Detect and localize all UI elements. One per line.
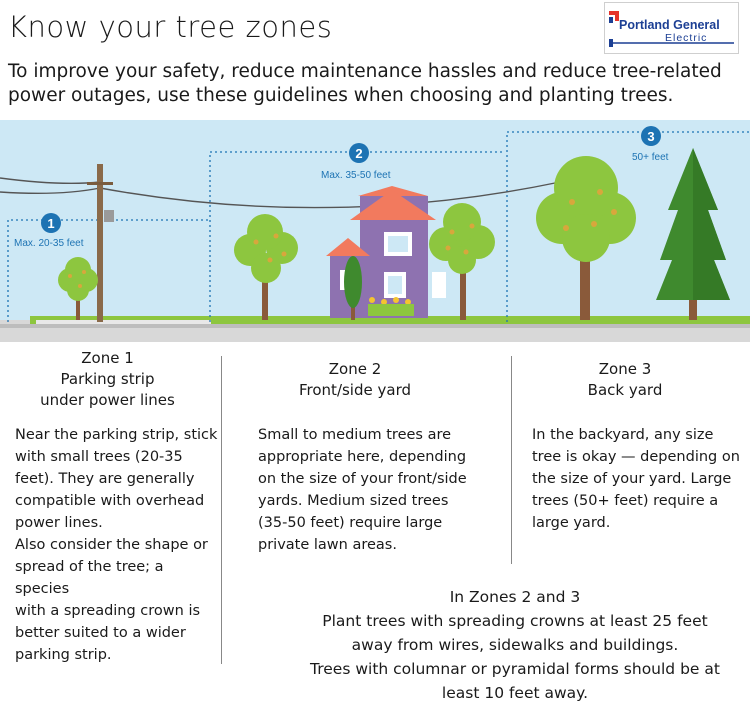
small-tree-icon: [58, 257, 98, 320]
zone-2-text: Small to medium trees are appropriate he…: [258, 427, 467, 553]
zones-2-3-line: Plant trees with spreading crowns at lea…: [322, 612, 708, 630]
page-title: Know your tree zones: [8, 10, 333, 44]
zone-3-text: In the backyard, any size tree is okay —…: [532, 427, 740, 531]
subtitle-line: To improve your safety, reduce maintenan…: [8, 61, 722, 82]
zone-3-heading: Zone 3 Back yard: [587, 360, 663, 399]
zone-2-marker: 2 Max. 35-50 feet: [321, 143, 391, 181]
house-icon: [326, 186, 446, 318]
medium-tree-icon: [234, 214, 298, 320]
zone-3-number: 3: [647, 129, 654, 144]
pge-logo: Portland General Electric: [604, 2, 739, 54]
column-divider: [221, 356, 222, 664]
zones-2-3-line: Trees with columnar or pyramidal forms s…: [310, 660, 720, 678]
zone-1-text: Near the parking strip, stick with small…: [15, 427, 218, 663]
zone-2-heading: Zone 2 Front/side yard: [299, 360, 411, 399]
logo-subname: Electric: [665, 32, 708, 44]
utility-pole: [97, 164, 103, 322]
zone-1-height-label: Max. 20-35 feet: [14, 238, 84, 249]
zones-2-3-heading: In Zones 2 and 3: [449, 588, 581, 606]
zone-3-marker: 3 50+ feet: [632, 126, 669, 163]
medium-tree-icon: [429, 203, 495, 320]
page-subtitle: To improve your safety, reduce maintenan…: [8, 60, 748, 108]
columnar-tree-icon: [344, 256, 362, 320]
logo-name: Portland General: [619, 18, 720, 32]
column-divider: [511, 356, 512, 564]
zone-2-height-label: Max. 35-50 feet: [321, 170, 391, 181]
conifer-tree-icon: [656, 148, 730, 320]
zones-2-3-note: In Zones 2 and 3 Plant trees with spread…: [280, 585, 750, 705]
tree-zones-illustration: 1 Max. 20-35 feet 2 Max. 35-50 feet 3 50…: [0, 120, 750, 342]
zone-1-number: 1: [47, 216, 54, 231]
zone-3-height-label: 50+ feet: [632, 152, 669, 163]
logo-mark-icon: [609, 11, 734, 47]
zone-1-heading: Zone 1 Parking strip under power lines: [40, 349, 175, 409]
subtitle-line: power outages, use these guidelines when…: [8, 85, 674, 106]
zone-1-marker: 1 Max. 20-35 feet: [14, 213, 84, 249]
zones-2-3-line: away from wires, sidewalks and buildings…: [351, 636, 679, 654]
zones-2-3-line: least 10 feet away.: [441, 684, 589, 702]
large-tree-icon: [536, 156, 636, 320]
zone-2-number: 2: [355, 146, 362, 161]
